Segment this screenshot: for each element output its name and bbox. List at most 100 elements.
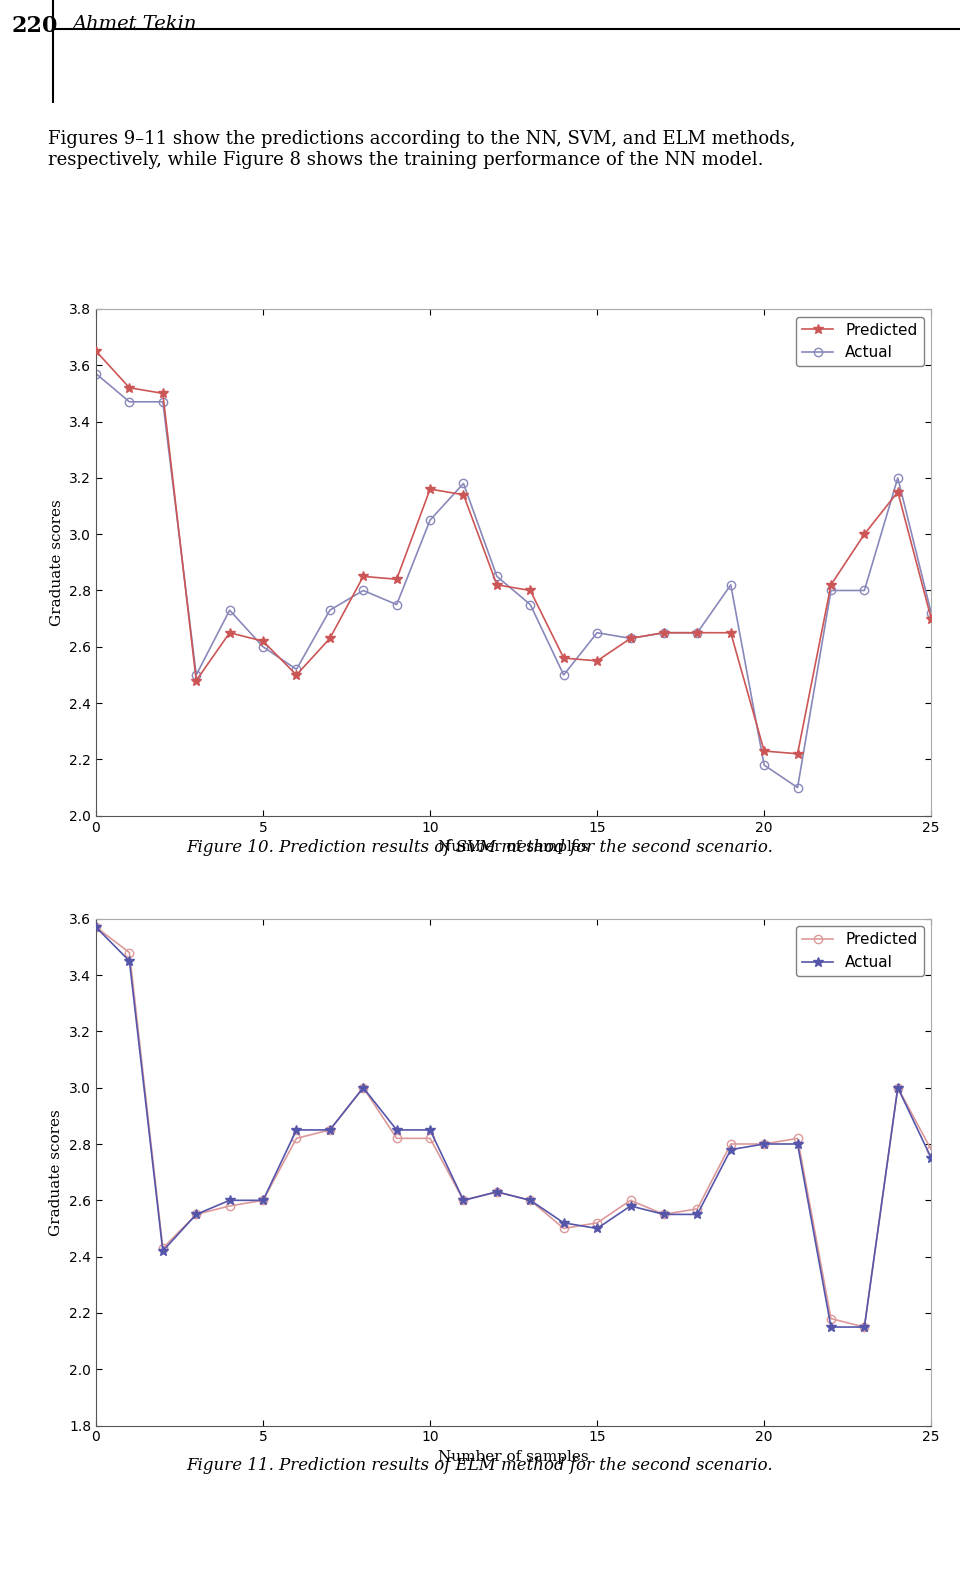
Line: Predicted: Predicted — [92, 923, 935, 1331]
Predicted — [659, 1205, 670, 1224]
Actual — [858, 581, 870, 600]
Predicted — [792, 1129, 804, 1148]
Actual — [558, 665, 569, 684]
Predicted — [291, 1129, 302, 1148]
Actual — [892, 469, 903, 488]
Predicted — [224, 1196, 235, 1215]
X-axis label: Number of samples: Number of samples — [439, 840, 588, 854]
Actual — [792, 778, 804, 797]
Predicted — [725, 623, 736, 642]
Predicted — [190, 672, 202, 691]
Predicted — [324, 629, 336, 648]
Text: Ahmet Tekin: Ahmet Tekin — [72, 16, 197, 33]
Predicted — [190, 1205, 202, 1224]
Actual — [357, 1079, 369, 1098]
Actual — [925, 1148, 937, 1167]
Actual — [826, 581, 837, 600]
Actual — [324, 1120, 336, 1139]
Predicted — [391, 1129, 402, 1148]
Actual — [591, 1220, 603, 1239]
Actual — [124, 393, 135, 412]
Predicted — [458, 1191, 469, 1210]
Actual — [858, 1318, 870, 1337]
Actual — [659, 1205, 670, 1224]
Actual — [492, 1182, 503, 1201]
Predicted — [792, 744, 804, 763]
Predicted — [224, 623, 235, 642]
Line: Actual: Actual — [92, 369, 935, 792]
Actual — [725, 575, 736, 594]
Actual — [725, 1140, 736, 1159]
Predicted — [90, 342, 102, 361]
Predicted — [625, 629, 636, 648]
Actual — [625, 1196, 636, 1215]
Actual — [524, 596, 536, 615]
Actual — [157, 1242, 169, 1261]
Actual — [758, 756, 770, 775]
Legend: Predicted, Actual: Predicted, Actual — [796, 927, 924, 976]
Actual — [659, 623, 670, 642]
Predicted — [90, 917, 102, 936]
Actual — [157, 393, 169, 412]
Predicted — [424, 480, 436, 499]
Predicted — [391, 570, 402, 589]
Actual — [691, 623, 703, 642]
Actual — [90, 364, 102, 383]
Predicted — [591, 1213, 603, 1232]
Predicted — [892, 1079, 903, 1098]
Predicted — [625, 1191, 636, 1210]
Predicted — [925, 1140, 937, 1159]
Actual — [391, 596, 402, 615]
Predicted — [691, 623, 703, 642]
Predicted — [826, 575, 837, 594]
Actual — [826, 1318, 837, 1337]
Actual — [925, 604, 937, 623]
Predicted — [291, 665, 302, 684]
Actual — [625, 629, 636, 648]
Actual — [558, 1213, 569, 1232]
Predicted — [758, 1134, 770, 1153]
Predicted — [826, 1308, 837, 1327]
Predicted — [558, 648, 569, 667]
Actual — [291, 1120, 302, 1139]
Actual — [391, 1120, 402, 1139]
Predicted — [257, 632, 269, 651]
Line: Actual: Actual — [91, 922, 936, 1332]
Predicted — [659, 623, 670, 642]
Actual — [524, 1191, 536, 1210]
Actual — [324, 600, 336, 619]
Actual — [257, 1191, 269, 1210]
Predicted — [157, 383, 169, 402]
Actual — [224, 600, 235, 619]
Actual — [291, 661, 302, 680]
Predicted — [925, 610, 937, 629]
Predicted — [157, 1239, 169, 1258]
Predicted — [758, 741, 770, 760]
Actual — [424, 1120, 436, 1139]
Predicted — [357, 1079, 369, 1098]
Predicted — [524, 1191, 536, 1210]
Actual — [892, 1079, 903, 1098]
Legend: Predicted, Actual: Predicted, Actual — [796, 317, 924, 366]
Actual — [758, 1134, 770, 1153]
Predicted — [492, 1182, 503, 1201]
Actual — [458, 474, 469, 493]
Text: Figures 9–11 show the predictions according to the NN, SVM, and ELM methods,
res: Figures 9–11 show the predictions accord… — [48, 130, 796, 169]
Text: Figure 10. Prediction results of SVM method for the second scenario.: Figure 10. Prediction results of SVM met… — [186, 840, 774, 855]
Predicted — [324, 1120, 336, 1139]
Actual — [424, 510, 436, 529]
Predicted — [357, 567, 369, 586]
Predicted — [591, 651, 603, 670]
Actual — [257, 637, 269, 656]
Actual — [90, 917, 102, 936]
Predicted — [257, 1191, 269, 1210]
Predicted — [725, 1134, 736, 1153]
Text: Figure 11. Prediction results of ELM method for the second scenario.: Figure 11. Prediction results of ELM met… — [186, 1457, 774, 1473]
Actual — [190, 665, 202, 684]
Y-axis label: Graduate scores: Graduate scores — [50, 1109, 63, 1236]
Predicted — [892, 483, 903, 502]
Predicted — [858, 524, 870, 543]
Predicted — [458, 485, 469, 504]
Predicted — [691, 1199, 703, 1218]
Actual — [691, 1205, 703, 1224]
